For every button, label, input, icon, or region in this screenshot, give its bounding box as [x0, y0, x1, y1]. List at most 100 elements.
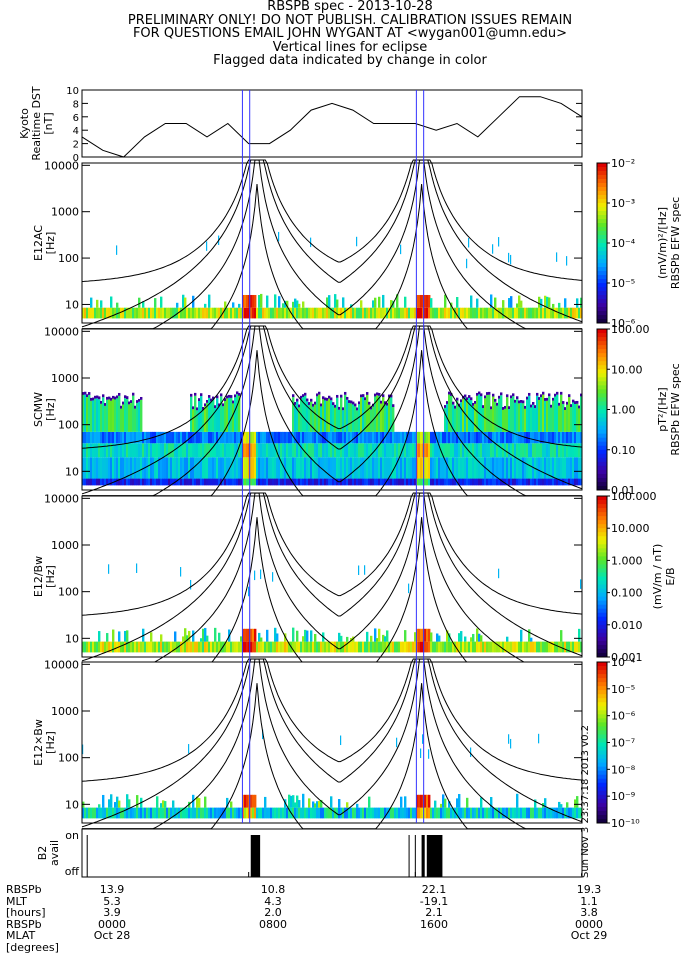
scmw-cell [346, 397, 348, 400]
e12xbw-cell [368, 797, 370, 808]
e12_bw-colorbar-title: (mV/m / nT)E/B [651, 544, 677, 610]
scmw-cell [392, 407, 394, 432]
e12_bw-colorbar-cell [597, 560, 607, 565]
x-tick-col-0000: 13.9 5.3 3.9 0000 Oct 28 [82, 884, 142, 942]
e12xbw-colorbar-cell [597, 767, 607, 772]
e12_bw-cell [266, 630, 268, 642]
e12_bw-colorbar-cell [597, 609, 607, 614]
dst-ytick-label: 10 [66, 86, 79, 97]
e12_bw-cell [314, 634, 316, 642]
scmw-colorbar-cell [597, 361, 607, 366]
scmw-cell [452, 402, 454, 405]
e12ac-cell [184, 298, 186, 308]
e12ac-cell [468, 238, 469, 247]
scmw-cell [140, 397, 142, 400]
scmw-cell [480, 393, 482, 396]
scmw-cell [296, 399, 298, 402]
scmw-cell [548, 393, 550, 396]
scmw-cell [88, 392, 90, 395]
e12xbw-cell [198, 798, 200, 808]
scmw-cell [126, 396, 128, 399]
scmw-colorbar-cell [597, 410, 607, 415]
e12xbw-cell [118, 801, 120, 808]
e12_bw-cell [358, 565, 359, 575]
e12_bw-cell [472, 634, 474, 642]
e12ac-cell [278, 232, 279, 241]
e12ac-ytick-label: 1000 [51, 206, 79, 219]
e12ac-colorbar-cell [597, 303, 607, 308]
e12xbw-colorbar-label: 10⁻⁷ [611, 737, 635, 750]
e12ac-cell [494, 298, 496, 308]
e12_bw-colorbar-cell [597, 572, 607, 577]
e12_bw-colorbar-cell [597, 581, 607, 586]
e12_bw-colorbar-cell [597, 621, 607, 626]
e12_bw-cell [296, 631, 298, 642]
e12_bw-cell [292, 628, 294, 642]
e12xbw-cell [396, 738, 397, 748]
e12ac-colorbar-cell [597, 219, 607, 224]
e12_bw-cell [370, 636, 372, 642]
e12xbw-cell [420, 749, 421, 759]
e12xbw-colorbar-cell [597, 734, 607, 739]
scmw-cell [500, 392, 502, 395]
scmw-cell [568, 394, 570, 397]
dst-ytick-label: 6 [73, 113, 79, 124]
e12xbw-cell [308, 798, 310, 807]
e12ac-cell [204, 304, 206, 308]
e12xbw-cell [428, 795, 430, 808]
e12ac-colorbar-cell [597, 259, 607, 264]
e12ac-cell [254, 295, 256, 308]
scmw-colorbar-cell [597, 422, 607, 427]
e12xbw-cell [466, 798, 468, 808]
e12xbw-colorbar-cell [597, 738, 607, 743]
e12ac-colorbar-cell [597, 239, 607, 244]
e12ac-colorbar-label: 10⁻⁴ [611, 237, 636, 250]
e12xbw-colorbar-label: 10⁻⁶ [611, 710, 636, 723]
e12xbw-colorbar-cell [597, 771, 607, 776]
scmw-cell [344, 392, 346, 395]
scmw-colorbar-cell [597, 389, 607, 394]
e12_bw-colorbar-cell [597, 540, 607, 545]
e12_bw-ytick-label: 100 [58, 586, 79, 599]
e12ac-cell [548, 297, 550, 307]
e12xbw-colorbar-cell [597, 662, 607, 667]
e12_bw-cell [272, 572, 273, 582]
e12xbw-cell [298, 800, 300, 808]
e12ac-cell [274, 294, 276, 307]
scmw-cell [506, 394, 508, 397]
e12xbw-cell [444, 799, 446, 808]
e12xbw-colorbar-cell [597, 743, 607, 748]
e12xbw-colorbar-cell [597, 807, 607, 812]
e12ac-cell [510, 296, 512, 308]
e12ac-colorbar-title-line: RBSPb EFW spec [669, 197, 682, 289]
scmw-colorbar-cell [597, 353, 607, 358]
e12xbw-colorbar-cell [597, 690, 607, 695]
e12_bw-colorbar-cell [597, 500, 607, 505]
scmw-colorbar-label: 10.00 [611, 363, 643, 376]
scmw-cell [118, 393, 120, 396]
b2-on-bar [251, 835, 260, 877]
dst-ylabel: KyotoRealtime DST[nT] [18, 86, 55, 161]
e12ac-colorbar-cell [597, 243, 607, 248]
e12xbw-colorbar-cell [597, 678, 607, 683]
e12ac-cell [302, 301, 304, 307]
e12_bw-cell [276, 633, 278, 641]
e12xbw-colorbar-cell [597, 670, 607, 675]
e12_bw-colorbar-cell [597, 520, 607, 525]
e12ac-cell [298, 304, 300, 308]
e12_bw-cell [460, 631, 462, 642]
e12_bw-cell [188, 631, 190, 642]
e12_bw-colorbar-cell [597, 564, 607, 569]
scmw-colorbar-cell [597, 474, 607, 479]
e12ac-colorbar-cell [597, 315, 607, 320]
e12xbw-colorbar-cell [597, 763, 607, 768]
x-tick-value: 2.0 [243, 907, 303, 919]
e12_bw-panel: 10100100010000E12/Bw[Hz]100.00010.0001.0… [32, 490, 677, 664]
scmw-ytick-label: 100 [58, 419, 79, 432]
scmw-colorbar-cell [597, 470, 607, 475]
scmw-cell [238, 393, 240, 396]
e12_bw-cell [180, 567, 181, 577]
dst-ytick-label: 4 [73, 126, 79, 137]
e12xbw-colorbar-cell [597, 759, 607, 764]
e12ac-cell [90, 298, 92, 308]
